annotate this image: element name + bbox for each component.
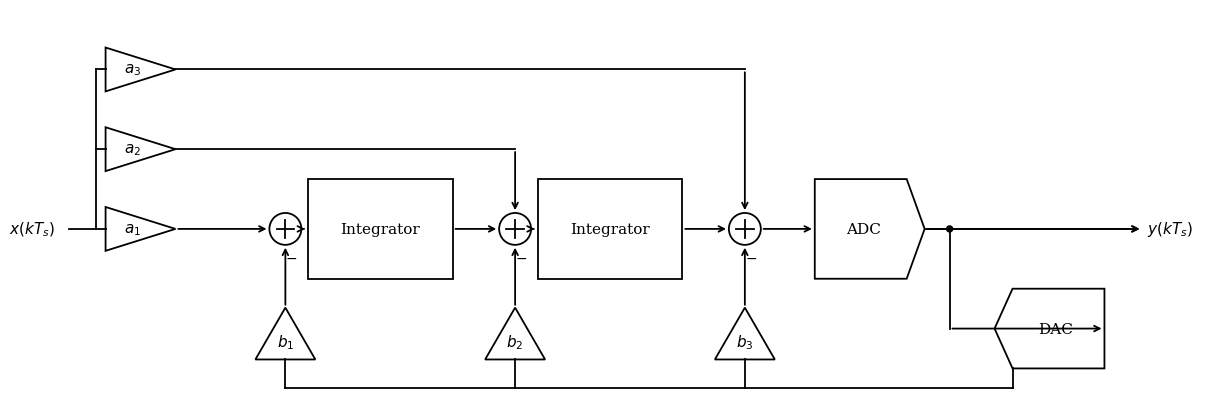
Text: Integrator: Integrator: [570, 222, 650, 237]
Text: $b_3$: $b_3$: [736, 333, 754, 351]
Text: $y(kT_s)$: $y(kT_s)$: [1147, 220, 1194, 239]
Text: $b_2$: $b_2$: [506, 333, 524, 351]
Text: $a_2$: $a_2$: [124, 142, 141, 158]
Text: $-$: $-$: [515, 250, 527, 264]
Circle shape: [947, 226, 953, 232]
Text: $b_1$: $b_1$: [276, 333, 293, 351]
Text: DAC: DAC: [1038, 322, 1073, 336]
Text: $x(kT_s)$: $x(kT_s)$: [9, 220, 55, 239]
Text: $-$: $-$: [744, 250, 756, 264]
Text: $a_1$: $a_1$: [124, 222, 141, 237]
Text: $a_3$: $a_3$: [124, 62, 141, 78]
Bar: [538, 180, 683, 279]
Bar: [308, 180, 453, 279]
Text: Integrator: Integrator: [340, 222, 420, 237]
Text: ADC: ADC: [846, 222, 882, 237]
Text: $-$: $-$: [285, 250, 297, 264]
